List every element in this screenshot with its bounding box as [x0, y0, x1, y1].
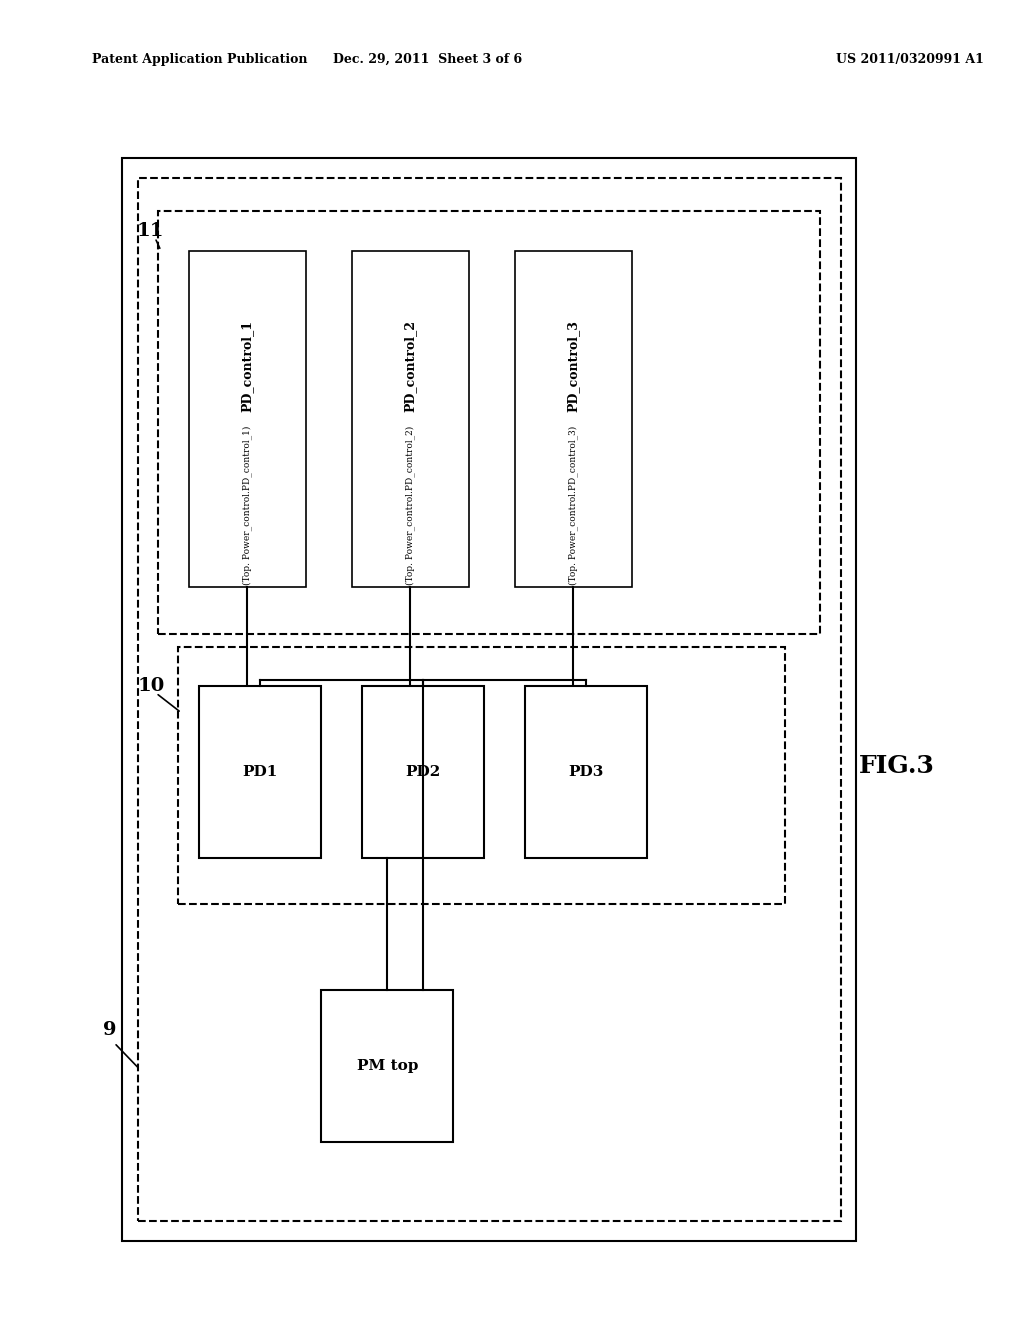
- FancyBboxPatch shape: [199, 686, 321, 858]
- FancyBboxPatch shape: [515, 251, 632, 587]
- FancyBboxPatch shape: [524, 686, 647, 858]
- Text: (Top. Power_control.PD_control_1): (Top. Power_control.PD_control_1): [243, 425, 252, 585]
- FancyBboxPatch shape: [361, 686, 484, 858]
- FancyBboxPatch shape: [178, 647, 784, 904]
- Text: PD_control_3: PD_control_3: [566, 321, 580, 412]
- Text: PD1: PD1: [242, 766, 278, 779]
- Text: (Top. Power_control.PD_control_3): (Top. Power_control.PD_control_3): [568, 425, 579, 585]
- FancyBboxPatch shape: [351, 251, 469, 587]
- Text: 9: 9: [103, 1020, 117, 1039]
- Text: FIG.3: FIG.3: [859, 754, 935, 777]
- Text: PD2: PD2: [406, 766, 440, 779]
- Text: PD_control_1: PD_control_1: [241, 321, 254, 412]
- Text: Patent Application Publication: Patent Application Publication: [92, 53, 307, 66]
- FancyBboxPatch shape: [188, 251, 306, 587]
- Text: (Top. Power_control.PD_control_2): (Top. Power_control.PD_control_2): [406, 425, 415, 585]
- Text: US 2011/0320991 A1: US 2011/0320991 A1: [836, 53, 983, 66]
- Text: PM top: PM top: [356, 1059, 418, 1073]
- Text: 10: 10: [137, 677, 165, 696]
- Text: 11: 11: [137, 222, 165, 240]
- FancyBboxPatch shape: [158, 211, 820, 634]
- FancyBboxPatch shape: [321, 990, 454, 1142]
- Text: PD_control_2: PD_control_2: [403, 321, 417, 412]
- Text: PD3: PD3: [568, 766, 603, 779]
- Text: Dec. 29, 2011  Sheet 3 of 6: Dec. 29, 2011 Sheet 3 of 6: [334, 53, 522, 66]
- FancyBboxPatch shape: [122, 158, 856, 1241]
